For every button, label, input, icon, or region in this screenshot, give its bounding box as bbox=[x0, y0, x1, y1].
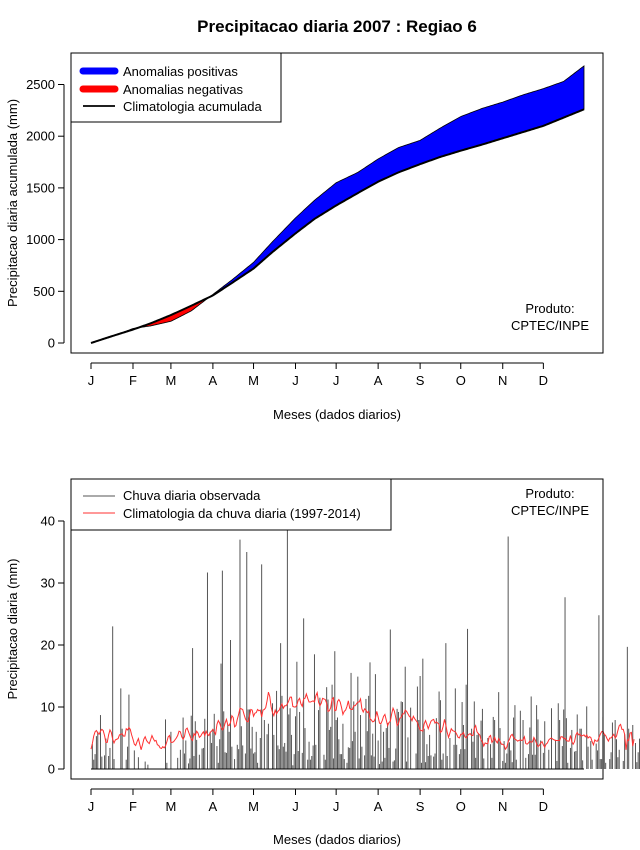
x-tick-label: J bbox=[88, 373, 95, 388]
y-axis-label: Precipitacao diaria acumulada (mm) bbox=[5, 99, 20, 307]
product-annotation: Produto: bbox=[525, 301, 574, 316]
legend-label: Anomalias positivas bbox=[123, 64, 238, 79]
x-tick-label: A bbox=[374, 373, 383, 388]
x-tick-label: N bbox=[498, 373, 507, 388]
legend-label: Chuva diaria observada bbox=[123, 488, 261, 503]
y-tick-label: 0 bbox=[48, 336, 55, 351]
daily-climatology-line bbox=[90, 690, 635, 751]
x-tick-label: S bbox=[416, 373, 425, 388]
x-tick-label: N bbox=[498, 799, 507, 814]
x-tick-label: D bbox=[539, 373, 548, 388]
y-tick-label: 2500 bbox=[26, 77, 55, 92]
x-tick-label: M bbox=[248, 799, 259, 814]
climatology-cumulative-line bbox=[90, 108, 585, 344]
y-tick-label: 1500 bbox=[26, 180, 55, 195]
x-tick-label: A bbox=[209, 799, 218, 814]
y-tick-label: 40 bbox=[41, 514, 55, 529]
figure-title: Precipitacao diaria 2007 : Regiao 6 bbox=[197, 17, 477, 36]
daily-panel: 0 10 20 30 40 J F M A M J J A S O N D Meses (dados diario… bbox=[5, 478, 640, 847]
product-annotation: CPTEC/INPE bbox=[511, 503, 589, 518]
x-tick-label: F bbox=[129, 799, 137, 814]
y-tick-label: 0 bbox=[48, 762, 55, 777]
y-tick-label: 2000 bbox=[26, 129, 55, 144]
x-tick-label: A bbox=[209, 373, 218, 388]
x-tick-label: S bbox=[416, 799, 425, 814]
y-tick-label: 1000 bbox=[26, 232, 55, 247]
x-tick-label: M bbox=[165, 799, 176, 814]
x-axis-label: Meses (dados diarios) bbox=[273, 407, 401, 422]
x-tick-label: O bbox=[456, 799, 466, 814]
y-tick-label: 10 bbox=[41, 700, 55, 715]
plot-frame bbox=[70, 52, 604, 354]
x-tick-label: O bbox=[456, 373, 466, 388]
y-tick-label: 500 bbox=[33, 284, 55, 299]
x-tick-label: F bbox=[129, 373, 137, 388]
x-axis-label: Meses (dados diarios) bbox=[273, 832, 401, 847]
legend-label: Climatologia da chuva diaria (1997-2014) bbox=[123, 506, 361, 521]
x-tick-label: J bbox=[292, 373, 299, 388]
x-tick-label: J bbox=[333, 799, 340, 814]
x-tick-label: D bbox=[539, 799, 548, 814]
x-tick-label: M bbox=[165, 373, 176, 388]
product-annotation: CPTEC/INPE bbox=[511, 318, 589, 333]
y-tick-label: 30 bbox=[41, 576, 55, 591]
y-axis-label: Precipitacao diaria (mm) bbox=[5, 559, 20, 700]
x-tick-label: J bbox=[333, 373, 340, 388]
legend-box bbox=[70, 478, 392, 531]
legend-label: Anomalias negativas bbox=[123, 82, 243, 97]
x-tick-label: J bbox=[292, 799, 299, 814]
legend-label: Climatologia acumulada bbox=[123, 99, 263, 114]
product-annotation: Produto: bbox=[525, 486, 574, 501]
y-tick-label: 20 bbox=[41, 638, 55, 653]
x-tick-label: M bbox=[248, 373, 259, 388]
x-tick-label: J bbox=[88, 799, 95, 814]
cumulative-panel: 0 500 1000 1500 2000 2500 J F M A M J J A S O N D Meses (d… bbox=[5, 52, 604, 422]
x-tick-label: A bbox=[374, 799, 383, 814]
